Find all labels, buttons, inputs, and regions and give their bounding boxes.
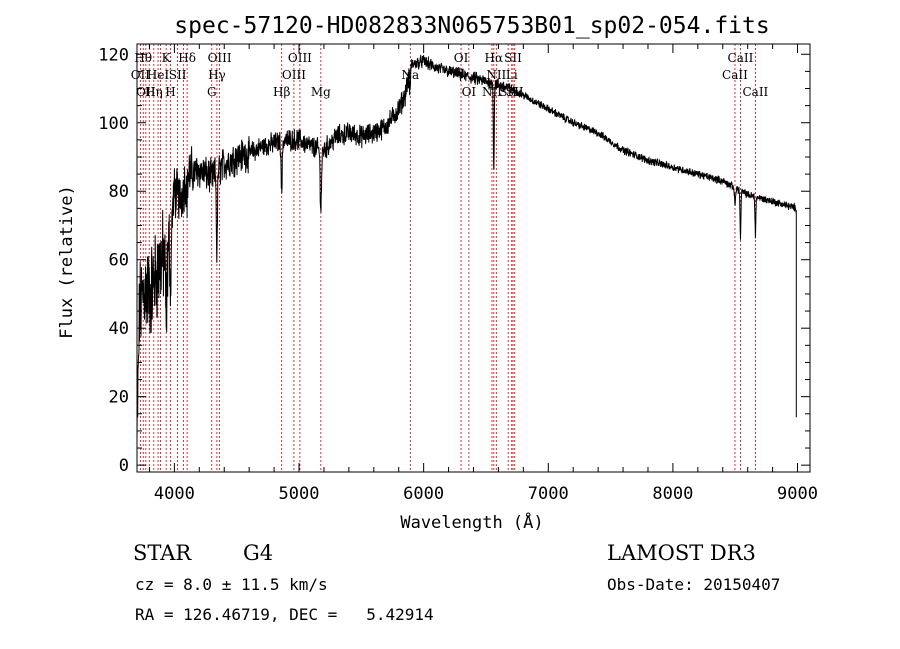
- survey-name: LAMOST DR3: [607, 541, 756, 565]
- line-marker-label: CaII: [742, 85, 768, 99]
- coordinates: RA = 126.46719, DEC = 5.42914: [135, 605, 434, 624]
- line-marker-label: OII: [131, 68, 151, 82]
- x-axis-label: Wavelength (Å): [400, 511, 543, 533]
- line-marker-label: Mg: [311, 85, 331, 99]
- line-marker-label: Hγ: [208, 68, 226, 82]
- object-class: STAR: [133, 541, 192, 565]
- x-axis: 4000 5000 6000 7000 8000 9000: [148, 44, 818, 504]
- line-marker-label: Hδ: [178, 51, 196, 65]
- spectral-line-markers: [139, 44, 756, 472]
- y-axis: 0 20 40 60 80 100 120: [98, 45, 810, 476]
- line-marker-label: HeI: [147, 68, 170, 82]
- line-marker-label: CaII: [722, 68, 748, 82]
- y-tick-label: 100: [98, 114, 129, 134]
- y-tick-label: 0: [119, 456, 129, 476]
- line-marker-label: OI: [454, 51, 469, 65]
- line-marker-label: OI: [462, 85, 477, 99]
- line-marker-label: Li: [506, 68, 518, 82]
- x-tick-label: 9000: [777, 484, 818, 504]
- line-marker-label: NII: [486, 68, 506, 82]
- line-marker-label: H: [165, 85, 175, 99]
- x-tick-label: 8000: [652, 484, 693, 504]
- line-marker-label: NII: [482, 85, 502, 99]
- chart-title: spec-57120-HD082833N065753B01_sp02-054.f…: [174, 13, 769, 39]
- x-tick-label: 5000: [279, 484, 320, 504]
- x-tick-label: 6000: [403, 484, 444, 504]
- redshift-value: cz = 8.0 ± 11.5 km/s: [135, 575, 328, 594]
- line-marker-label: SII: [504, 51, 522, 65]
- y-tick-label: 80: [109, 182, 129, 202]
- line-marker-label: Hα: [485, 51, 504, 65]
- subclass: G4: [243, 541, 273, 565]
- x-tick-label: 4000: [154, 484, 195, 504]
- line-marker-label: SII: [169, 68, 187, 82]
- line-marker-label: Hβ: [273, 85, 290, 99]
- spectrum-line: [136, 54, 797, 444]
- y-tick-label: 60: [109, 251, 129, 271]
- line-marker-label: OIII: [288, 51, 312, 65]
- line-marker-label: OIII: [208, 51, 232, 65]
- obs-date: Obs-Date: 20150407: [607, 575, 780, 594]
- line-marker-label: G: [207, 85, 217, 99]
- line-marker-label: Hη: [145, 85, 163, 99]
- line-marker-label: CaII: [728, 51, 754, 65]
- y-axis-label: Flux (relative): [57, 185, 77, 339]
- spectral-line-labels: OIIHθOIIHηHeIKHSIIHδGHγOIIIHβOIIIOIIIMgN…: [131, 51, 769, 99]
- y-tick-label: 40: [109, 319, 129, 339]
- x-tick-label: 7000: [528, 484, 569, 504]
- line-marker-label: OIII: [282, 68, 306, 82]
- line-marker-label: K: [162, 51, 172, 65]
- plot-frame: [136, 43, 811, 473]
- y-tick-label: 120: [98, 45, 129, 65]
- y-tick-label: 20: [109, 388, 129, 408]
